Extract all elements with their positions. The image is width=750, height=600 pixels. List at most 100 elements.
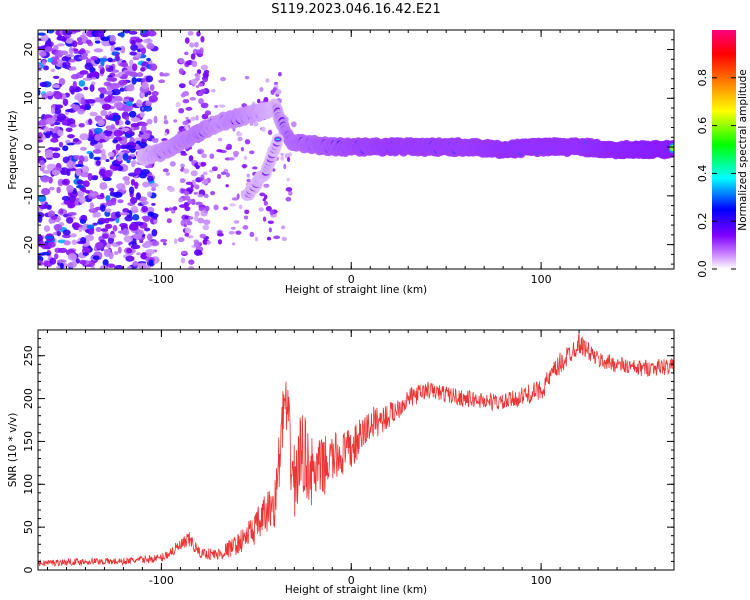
- noise-blob: [130, 161, 136, 168]
- noise-blob: [190, 53, 196, 60]
- noise-blob: [146, 175, 154, 182]
- noise-blob: [50, 137, 59, 143]
- noise-blob: [281, 236, 287, 241]
- noise-blob: [178, 83, 186, 89]
- noise-blob: [106, 263, 116, 268]
- noise-blob: [63, 240, 71, 246]
- noise-blob: [225, 146, 232, 150]
- noise-blob: [91, 76, 98, 80]
- noise-blob: [68, 201, 76, 209]
- noise-blob: [165, 171, 170, 176]
- noise-blob: [78, 123, 85, 128]
- noise-blob: [103, 81, 112, 87]
- noise-blob: [73, 104, 80, 111]
- noise-blob: [151, 138, 159, 144]
- noise-blob: [93, 156, 101, 161]
- colorbar-label: Normalized spectral amplitude: [737, 69, 749, 230]
- noise-blob: [194, 41, 199, 48]
- noise-blob: [64, 30, 73, 35]
- noise-blob: [140, 66, 146, 72]
- spectrogram-xlabel: Height of straight line (km): [285, 284, 427, 296]
- y-tick-label: 200: [22, 388, 35, 409]
- y-tick-label: -20: [22, 236, 35, 254]
- noise-blob: [187, 198, 193, 205]
- noise-blob: [197, 82, 204, 87]
- colorbar-ticks: 0.0 0.2 0.4 0.6 0.8: [696, 69, 736, 278]
- noise-blob: [133, 170, 141, 175]
- noise-blob: [267, 220, 274, 225]
- noise-blob: [185, 116, 189, 120]
- noise-blob: [73, 54, 84, 62]
- noise-blob: [138, 141, 148, 148]
- x-tick-label: 100: [531, 273, 552, 286]
- noise-blob: [184, 227, 192, 235]
- noise-blob: [136, 72, 144, 78]
- noise-blob: [217, 239, 223, 245]
- noise-blob: [147, 30, 157, 37]
- noise-blob: [56, 113, 67, 122]
- noise-blob: [229, 203, 236, 207]
- noise-blob: [217, 137, 223, 142]
- noise-blob: [44, 46, 53, 53]
- noise-blob: [188, 265, 195, 269]
- snr-ylabel: SNR (10 * v/v): [7, 413, 19, 488]
- noise-blob: [111, 112, 119, 116]
- noise-blob: [203, 193, 209, 199]
- noise-blob: [151, 229, 158, 237]
- noise-blob: [218, 104, 226, 108]
- noise-blob: [113, 101, 124, 109]
- noise-blob: [183, 218, 191, 223]
- noise-blob: [121, 74, 129, 79]
- noise-blob: [141, 252, 147, 256]
- noise-blob: [104, 223, 113, 229]
- noise-blob: [178, 197, 184, 203]
- noise-blob: [148, 259, 154, 266]
- noise-blob: [259, 192, 266, 197]
- noise-blob: [263, 200, 269, 206]
- x-tick-label: -100: [149, 574, 174, 587]
- noise-blob: [184, 125, 189, 130]
- noise-blob: [100, 228, 109, 232]
- noise-blob: [199, 88, 207, 93]
- noise-blob: [180, 166, 185, 171]
- spectrogram-frame: [37, 29, 675, 270]
- noise-blob: [43, 65, 49, 71]
- noise-blob: [51, 170, 61, 176]
- noise-blob: [65, 127, 73, 133]
- noise-blob: [285, 196, 292, 202]
- noise-blob: [99, 192, 105, 198]
- noise-blob: [75, 258, 80, 264]
- noise-blob: [184, 232, 190, 237]
- noise-blob: [283, 163, 287, 170]
- noise-blob: [137, 262, 147, 269]
- noise-blob: [109, 41, 116, 45]
- noise-blob: [79, 70, 89, 75]
- noise-blob: [214, 104, 219, 109]
- noise-blob: [67, 261, 78, 268]
- noise-blob: [111, 88, 121, 96]
- noise-blob: [95, 160, 101, 166]
- noise-blob: [152, 216, 158, 220]
- noise-blob: [73, 155, 81, 160]
- noise-blob: [50, 215, 58, 220]
- noise-blob: [128, 155, 133, 161]
- noise-blob: [62, 145, 69, 152]
- noise-blob: [136, 99, 143, 108]
- noise-blob: [278, 72, 282, 77]
- noise-blob: [101, 103, 112, 111]
- noise-blob: [109, 155, 114, 160]
- noise-blob: [89, 111, 98, 117]
- noise-blob: [268, 227, 272, 233]
- noise-blob: [199, 177, 204, 181]
- noise-blob: [190, 184, 194, 189]
- noise-blob: [122, 176, 130, 181]
- noise-blob: [146, 42, 155, 50]
- noise-blob: [110, 44, 116, 53]
- noise-blob: [265, 205, 272, 212]
- noise-blob: [151, 90, 159, 97]
- noise-blob: [242, 225, 249, 230]
- noise-blob: [98, 64, 103, 70]
- noise-blob: [203, 219, 211, 225]
- noise-blob: [105, 208, 112, 213]
